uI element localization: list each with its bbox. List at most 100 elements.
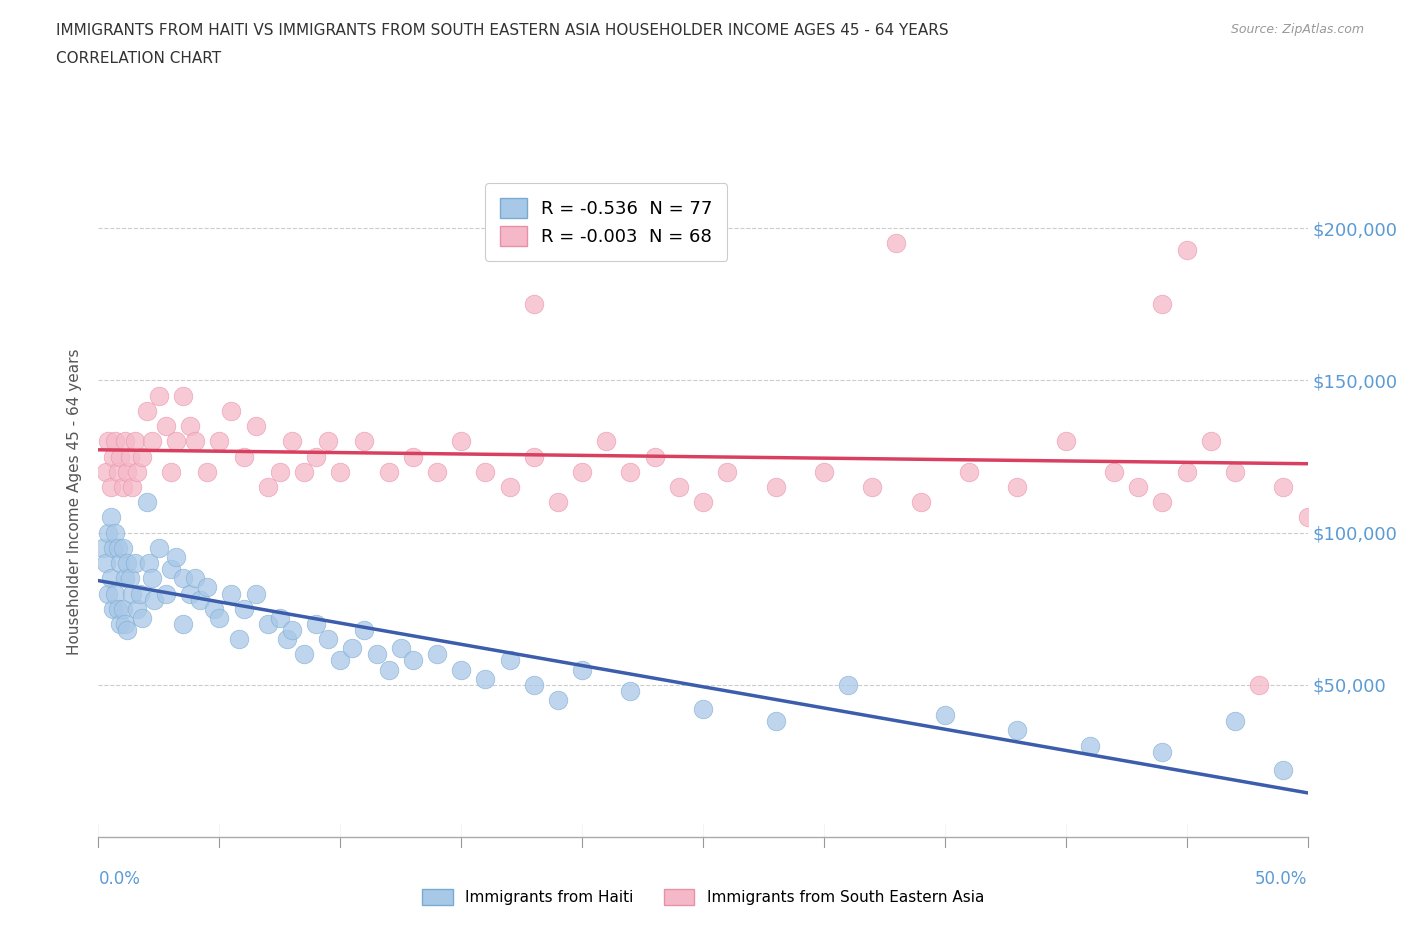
Point <box>1223 714 1246 729</box>
Point <box>1128 480 1150 495</box>
Point <box>342 641 364 656</box>
Point <box>316 434 339 449</box>
Point <box>104 586 127 601</box>
Point <box>498 480 520 495</box>
Point <box>269 464 291 479</box>
Point <box>179 586 201 601</box>
Point <box>571 662 593 677</box>
Point <box>121 586 143 601</box>
Point <box>1249 677 1271 692</box>
Point <box>114 617 136 631</box>
Point <box>426 647 449 662</box>
Point <box>860 480 883 495</box>
Point <box>523 449 546 464</box>
Point <box>269 610 291 625</box>
Point <box>101 449 124 464</box>
Point <box>450 434 472 449</box>
Point <box>316 631 339 646</box>
Point <box>1054 434 1077 449</box>
Point <box>1078 738 1101 753</box>
Point <box>172 388 194 403</box>
Point <box>329 653 352 668</box>
Point <box>957 464 980 479</box>
Point <box>426 464 449 479</box>
Point <box>114 434 136 449</box>
Point <box>1175 242 1198 257</box>
Point <box>117 555 139 570</box>
Point <box>101 540 124 555</box>
Point <box>108 449 131 464</box>
Point <box>117 464 139 479</box>
Point <box>329 464 352 479</box>
Point <box>692 495 714 510</box>
Point <box>1152 744 1174 759</box>
Point <box>305 617 328 631</box>
Point <box>547 693 569 708</box>
Point <box>910 495 932 510</box>
Point <box>131 449 153 464</box>
Point <box>143 592 166 607</box>
Point <box>571 464 593 479</box>
Point <box>1007 480 1029 495</box>
Point <box>101 602 124 617</box>
Legend: Immigrants from Haiti, Immigrants from South Eastern Asia: Immigrants from Haiti, Immigrants from S… <box>415 882 991 913</box>
Point <box>184 434 207 449</box>
Point <box>100 571 122 586</box>
Point <box>450 662 472 677</box>
Point <box>141 434 163 449</box>
Point <box>523 677 546 692</box>
Point <box>104 525 127 540</box>
Point <box>124 555 146 570</box>
Text: 50.0%: 50.0% <box>1256 870 1308 888</box>
Point <box>148 540 170 555</box>
Point <box>135 495 157 510</box>
Point <box>188 592 211 607</box>
Point <box>1272 480 1295 495</box>
Point <box>97 525 120 540</box>
Point <box>127 602 149 617</box>
Point <box>107 540 129 555</box>
Point <box>256 617 278 631</box>
Point <box>292 647 315 662</box>
Point <box>111 602 134 617</box>
Point <box>172 571 194 586</box>
Point <box>934 708 956 723</box>
Point <box>1223 464 1246 479</box>
Point <box>292 464 315 479</box>
Point <box>208 434 231 449</box>
Point <box>195 580 218 595</box>
Point <box>160 464 183 479</box>
Point <box>377 464 399 479</box>
Point <box>377 662 399 677</box>
Point <box>221 586 243 601</box>
Point <box>668 480 690 495</box>
Point <box>474 464 496 479</box>
Point <box>141 571 163 586</box>
Point <box>1152 495 1174 510</box>
Point <box>619 684 641 698</box>
Point <box>160 562 183 577</box>
Point <box>281 622 304 637</box>
Point <box>94 555 117 570</box>
Point <box>107 602 129 617</box>
Point <box>1152 297 1174 312</box>
Point <box>195 464 218 479</box>
Point <box>155 418 177 433</box>
Point <box>208 610 231 625</box>
Point <box>402 653 425 668</box>
Point <box>1296 510 1319 525</box>
Point <box>523 297 546 312</box>
Point <box>228 631 250 646</box>
Point <box>353 434 375 449</box>
Point <box>94 464 117 479</box>
Point <box>1007 723 1029 737</box>
Point <box>107 464 129 479</box>
Point <box>138 555 160 570</box>
Point <box>886 236 908 251</box>
Point <box>1199 434 1222 449</box>
Text: Source: ZipAtlas.com: Source: ZipAtlas.com <box>1230 23 1364 36</box>
Point <box>716 464 738 479</box>
Point <box>644 449 666 464</box>
Point <box>692 702 714 717</box>
Point <box>124 434 146 449</box>
